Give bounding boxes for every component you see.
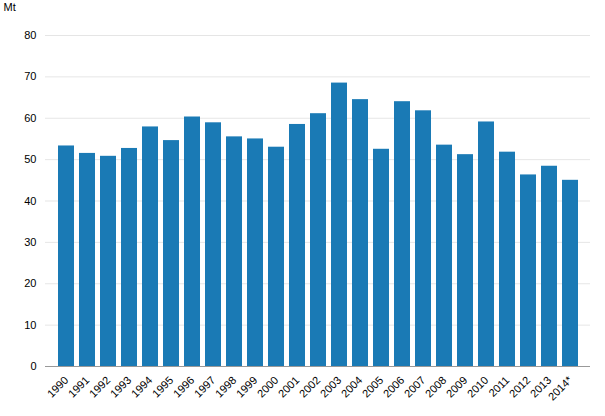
svg-text:2003: 2003: [318, 374, 344, 400]
svg-text:50: 50: [24, 153, 36, 165]
svg-text:2000: 2000: [255, 374, 281, 400]
svg-text:2007: 2007: [402, 374, 428, 400]
svg-text:2009: 2009: [444, 374, 470, 400]
svg-text:60: 60: [24, 112, 36, 124]
svg-text:40: 40: [24, 195, 36, 207]
svg-text:2008: 2008: [423, 374, 449, 400]
svg-text:2012: 2012: [507, 374, 533, 400]
svg-text:2011: 2011: [486, 374, 511, 399]
svg-text:1996: 1996: [171, 374, 197, 400]
svg-text:2001: 2001: [276, 374, 302, 400]
svg-text:1992: 1992: [87, 374, 113, 400]
svg-text:1997: 1997: [192, 374, 218, 400]
svg-text:70: 70: [24, 70, 36, 82]
svg-text:1993: 1993: [108, 374, 134, 400]
svg-text:Mt: Mt: [4, 1, 16, 13]
svg-text:30: 30: [24, 236, 36, 248]
svg-text:2005: 2005: [360, 374, 386, 400]
svg-text:2006: 2006: [381, 374, 407, 400]
svg-text:0: 0: [30, 360, 36, 372]
svg-text:80: 80: [24, 29, 36, 41]
svg-text:2014*: 2014*: [546, 373, 575, 402]
svg-text:2013: 2013: [527, 373, 554, 400]
svg-text:1994: 1994: [129, 374, 155, 400]
svg-text:1991: 1991: [66, 374, 92, 400]
svg-text:1999: 1999: [234, 374, 260, 400]
svg-text:1995: 1995: [150, 374, 176, 400]
svg-text:1990: 1990: [45, 374, 71, 400]
svg-text:10: 10: [24, 319, 36, 331]
svg-text:2002: 2002: [297, 374, 323, 400]
svg-text:2004: 2004: [339, 374, 365, 400]
svg-text:2010: 2010: [465, 374, 491, 400]
svg-text:20: 20: [24, 277, 36, 289]
svg-text:1998: 1998: [213, 374, 239, 400]
